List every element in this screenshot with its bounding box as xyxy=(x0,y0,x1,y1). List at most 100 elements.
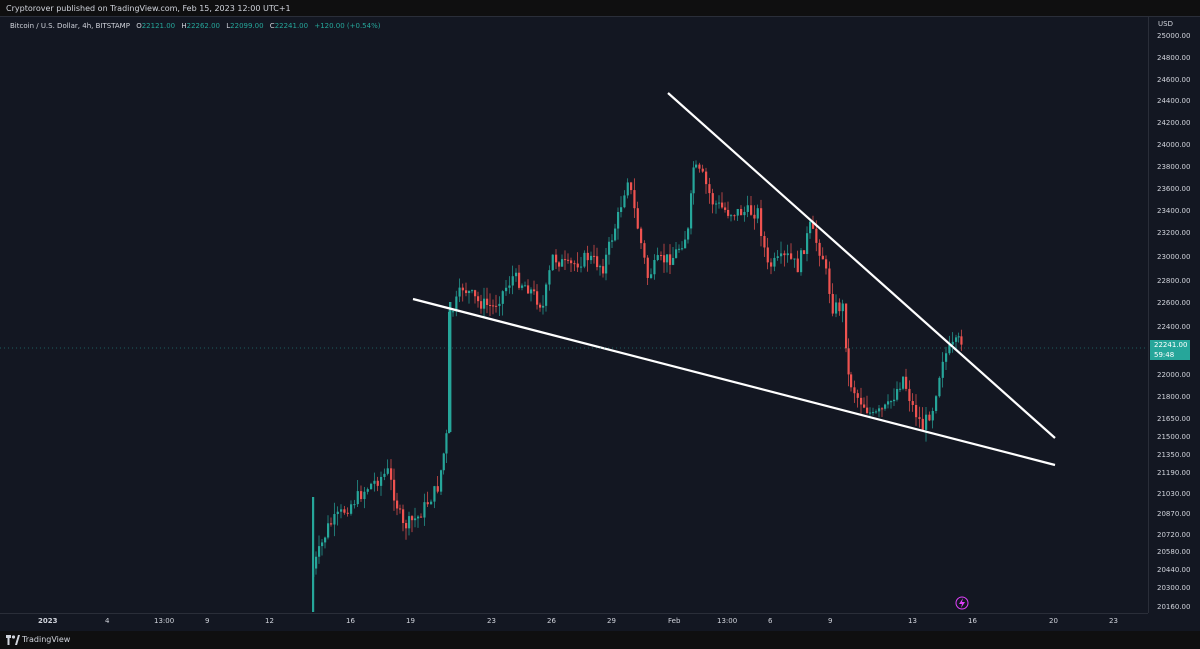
time-axis[interactable] xyxy=(0,613,1148,632)
candle-body xyxy=(780,253,783,257)
candle-body xyxy=(692,167,695,194)
candle-body xyxy=(793,258,796,260)
candle-body xyxy=(442,453,445,471)
candle-body xyxy=(687,228,690,240)
time-tick-label: 13:00 xyxy=(154,617,175,625)
candle-body xyxy=(570,260,573,264)
time-tick-label: 6 xyxy=(768,617,773,625)
candle-body xyxy=(853,387,856,394)
candle-body xyxy=(558,262,561,267)
candle-body xyxy=(724,207,727,210)
price-tick-label: 24800.00 xyxy=(1157,54,1191,62)
chart-area[interactable] xyxy=(0,17,1148,613)
candle-body xyxy=(902,376,905,389)
candle-body xyxy=(408,516,411,529)
price-tick-label: 23200.00 xyxy=(1157,229,1191,237)
candle-body xyxy=(360,491,363,500)
support-trendline[interactable] xyxy=(412,297,1056,467)
price-tick-label: 20300.00 xyxy=(1157,584,1191,592)
candle-body xyxy=(353,504,356,506)
brand-bar: TradingView xyxy=(0,631,1200,649)
candle-body xyxy=(363,491,366,500)
candle-body xyxy=(866,407,869,414)
time-tick-label: 23 xyxy=(487,617,496,625)
candle-body xyxy=(636,208,639,229)
time-tick-label: 20 xyxy=(1049,617,1058,625)
price-tick-label: 23400.00 xyxy=(1157,207,1191,215)
change-value: +120.00 (+0.54%) xyxy=(314,22,381,30)
candle-body xyxy=(730,215,733,217)
candle-body xyxy=(705,171,708,185)
candle-body xyxy=(620,207,623,212)
candle-body xyxy=(684,239,687,249)
candle-body xyxy=(736,208,739,216)
candle-body xyxy=(908,388,911,402)
candle-body xyxy=(626,182,629,196)
candle-body xyxy=(721,202,724,208)
candle-body xyxy=(653,260,656,275)
candle-body xyxy=(818,242,821,256)
candle-body xyxy=(498,303,501,307)
candle-body xyxy=(315,556,318,569)
candle-body xyxy=(564,259,567,261)
candle-body xyxy=(445,433,448,454)
candle-body xyxy=(828,268,831,294)
candle-body xyxy=(346,512,349,514)
candle-body xyxy=(489,304,492,306)
candle-body xyxy=(838,302,841,312)
candle-body xyxy=(884,404,887,409)
candle-body xyxy=(411,516,414,521)
candle-body xyxy=(366,489,369,492)
candle-body xyxy=(650,274,653,278)
candle-body xyxy=(542,305,545,308)
time-tick-label: 13 xyxy=(908,617,917,625)
candle-body xyxy=(321,542,324,547)
price-tick-label: 21500.00 xyxy=(1157,433,1191,441)
candle-body xyxy=(809,221,812,234)
candle-body xyxy=(477,296,480,302)
candle-body xyxy=(821,255,824,260)
time-tick-label: 19 xyxy=(406,617,415,625)
price-axis[interactable] xyxy=(1148,17,1200,613)
candle-body xyxy=(896,389,899,400)
price-tick-label: 21030.00 xyxy=(1157,490,1191,498)
symbol-name[interactable]: Bitcoin / U.S. Dollar, 4h, BITSTAMP xyxy=(10,22,130,30)
candle-body xyxy=(483,298,486,309)
candle-body xyxy=(893,399,896,402)
candle-body xyxy=(945,353,948,362)
candle-body xyxy=(515,272,518,277)
candle-body xyxy=(414,518,417,521)
candle-body xyxy=(449,302,452,432)
candle-body xyxy=(386,468,389,474)
candle-body xyxy=(505,287,508,292)
candle-body xyxy=(666,254,669,263)
candle-body xyxy=(336,511,339,515)
candle-body xyxy=(715,203,718,205)
candle-body xyxy=(860,397,863,405)
candle-body xyxy=(548,270,551,285)
price-tick-label: 22400.00 xyxy=(1157,323,1191,331)
candle-body xyxy=(539,304,542,308)
price-tick-label: 22000.00 xyxy=(1157,371,1191,379)
candle-body xyxy=(863,404,866,408)
tradingview-logo-icon xyxy=(6,635,20,645)
candle-body xyxy=(324,537,327,543)
current-price-badge: 22241.00 59:48 xyxy=(1150,340,1190,360)
candle-body xyxy=(938,377,941,397)
price-tick-label: 20720.00 xyxy=(1157,531,1191,539)
candle-body xyxy=(605,254,608,274)
candle-body xyxy=(376,480,379,486)
price-tick-label: 24200.00 xyxy=(1157,119,1191,127)
candlestick-chart[interactable] xyxy=(0,17,1148,613)
publisher-bar: Cryptorover published on TradingView.com… xyxy=(0,0,1200,17)
candle-body xyxy=(356,491,359,505)
descending-trendline[interactable] xyxy=(667,92,1056,439)
candle-body xyxy=(878,408,881,412)
candle-body xyxy=(957,336,960,338)
candle-body xyxy=(452,311,455,313)
time-tick-label: 16 xyxy=(968,617,977,625)
candle-body xyxy=(783,253,786,256)
price-tick-label: 20160.00 xyxy=(1157,603,1191,611)
candle-body xyxy=(393,479,396,501)
lightning-icon[interactable] xyxy=(955,596,969,610)
